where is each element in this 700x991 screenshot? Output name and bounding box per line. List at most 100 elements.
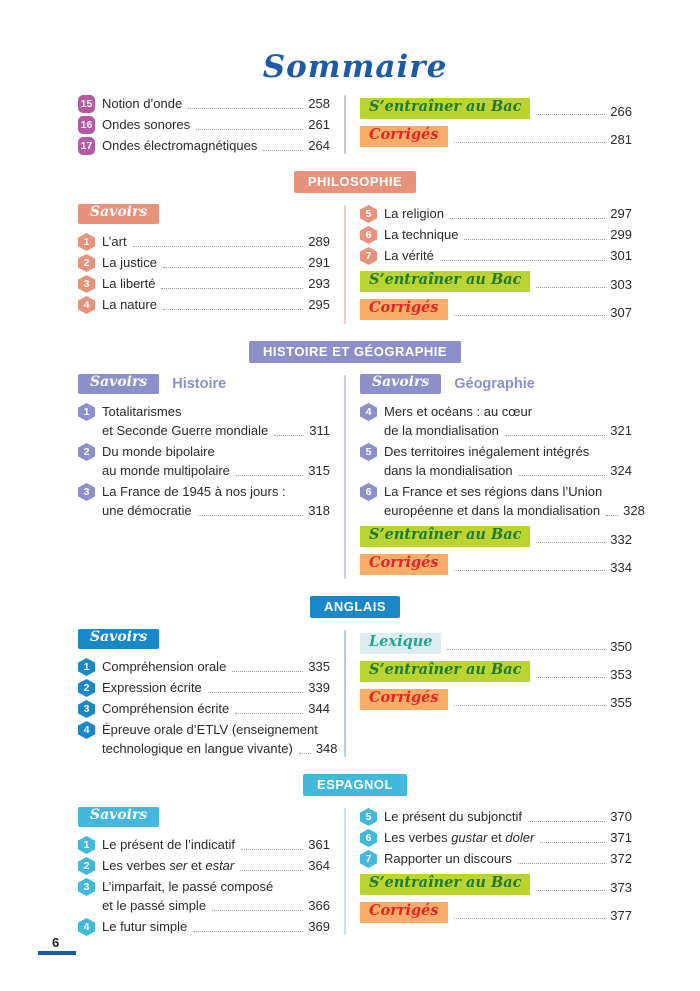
toc-entry-line: technologique en langue vivante) 348 <box>102 739 338 758</box>
toc-entry-body: Expression écrite 339 <box>102 678 330 697</box>
chapter-number-badge: 7 <box>360 850 377 868</box>
column-left: Savoirs Histoire 1 Totalitarismes et Seconde… <box>78 372 330 582</box>
toc-entry-text: Expression écrite <box>102 680 202 695</box>
toc-entry-line: Épreuve orale d’ETLV (enseignement <box>102 720 330 739</box>
toc-entry: 2 Du monde bipolaire au monde multipolaire… <box>78 442 330 480</box>
savoirs-row: Savoirs Histoire <box>78 374 330 394</box>
toc-entry-body: La France de 1945 à nos jours : une démoc… <box>102 482 330 520</box>
toc-entry-line: Totalitarismes <box>102 402 330 421</box>
toc-entry-line: une démocratie 318 <box>102 501 330 520</box>
page-number: 364 <box>308 858 330 873</box>
dotted-leader <box>518 475 606 476</box>
toc-entry-text: Le futur simple <box>102 919 188 934</box>
toc-entry-line: La vérité 301 <box>384 246 632 265</box>
column-left: Savoirs 1 Le présent de l’indicatif 361 2 Les… <box>78 805 330 938</box>
column-left: Savoirs 1 L’art 289 2 La justice 291 3 La libert… <box>78 202 330 327</box>
toc-entry-corriges: Corrigés 377 <box>360 902 632 923</box>
bac-badge: S’entraîner au Bac <box>360 661 531 682</box>
toc-entry: 15 Notion d’onde 258 <box>78 94 330 113</box>
dotted-leader <box>517 863 606 864</box>
toc-entry-text: Les verbes gustar et doler <box>384 830 535 845</box>
section-header: ESPAGNOL <box>78 774 632 796</box>
toc-entry: 7 La vérité 301 <box>360 246 632 265</box>
toc-entry-line: La technique 299 <box>384 225 632 244</box>
toc-entry-line: Rapporter un discours 372 <box>384 849 632 868</box>
toc-entry-line: Des territoires inégalement intégrés <box>384 442 632 461</box>
page-number: 335 <box>308 659 330 674</box>
toc-entry: 5 Des territoires inégalement intégrés dan… <box>360 442 632 480</box>
dotted-leader <box>450 218 606 219</box>
bac-badge: S’entraîner au Bac <box>360 98 531 119</box>
column-right: 5 La religion 297 6 La technique 299 7 La vérit… <box>360 202 632 327</box>
toc-entry: 4 La nature 295 <box>78 295 330 314</box>
toc-entry-body: La liberté 293 <box>102 274 330 293</box>
toc-content: Sommaire 15 Notion d’onde 258 16 Ondes sonor… <box>78 49 645 938</box>
toc-entry-body: Totalitarismes et Seconde Guerre mondiale… <box>102 402 330 440</box>
page-number: 353 <box>610 667 632 682</box>
toc-entry: 4 Le futur simple 369 <box>78 917 330 936</box>
page-number: 303 <box>610 277 632 292</box>
toc-entry-line: Expression écrite 339 <box>102 678 330 697</box>
page-number: 295 <box>308 297 330 312</box>
chapter-number-badge: 3 <box>78 878 95 896</box>
page-number: 373 <box>610 880 632 895</box>
page-number: 299 <box>610 227 632 242</box>
toc-entry-text: La liberté <box>102 276 156 291</box>
chapter-number-badge: 5 <box>360 443 377 461</box>
subject-label: Géographie <box>454 376 535 392</box>
toc-entry-line: La religion 297 <box>384 204 632 223</box>
toc-entry-text: Les verbes ser et estar <box>102 858 235 873</box>
toc-entry-text: Ondes électromagnétiques <box>102 138 258 153</box>
bac-badge: S’entraîner au Bac <box>360 874 531 895</box>
dotted-leader <box>235 475 304 476</box>
savoirs-badge: Savoirs <box>78 629 160 649</box>
toc-entry-text: de la mondialisation <box>384 423 499 438</box>
dotted-leader <box>197 515 304 516</box>
chapter-number-badge: 2 <box>78 679 95 697</box>
toc-entry-line: La France de 1945 à nos jours : <box>102 482 330 501</box>
section-title-badge: PHILOSOPHIE <box>293 171 417 193</box>
toc-entry-text: Le présent de l’indicatif <box>102 837 235 852</box>
dotted-leader <box>212 910 304 911</box>
toc-entry-line: Mers et océans : au cœur <box>384 402 632 421</box>
page-number: 307 <box>610 305 632 320</box>
savoirs-row: Savoirs <box>78 204 330 224</box>
toc-entry: 4 Épreuve orale d’ETLV (enseignement techn… <box>78 720 338 758</box>
page-number: 301 <box>610 248 632 263</box>
page-number: 289 <box>308 234 330 249</box>
savoirs-row: Savoirs <box>78 629 330 649</box>
corriges-badge: Corrigés <box>360 554 448 575</box>
toc-entry-body: Le présent de l’indicatif 361 <box>102 835 330 854</box>
column-divider <box>344 375 346 579</box>
page-number: 266 <box>610 104 632 119</box>
toc-entry-line: La justice 291 <box>102 253 330 272</box>
toc-entry: 16 Ondes sonores 261 <box>78 115 330 134</box>
chapter-number-badge: 3 <box>78 483 95 501</box>
chapter-number-badge: 1 <box>78 836 95 854</box>
toc-entry-body: Le futur simple 369 <box>102 917 330 936</box>
page-number: 328 <box>623 503 645 518</box>
toc-entry-line: Compréhension orale 335 <box>102 657 330 676</box>
toc-entry-text: L’imparfait, le passé composé <box>102 879 274 894</box>
toc-entry-line: L’art 289 <box>102 232 330 251</box>
dotted-leader <box>263 150 304 151</box>
page-number: 366 <box>308 898 330 913</box>
toc-entry-corriges: Corrigés 307 <box>360 299 632 320</box>
dotted-leader <box>193 931 304 932</box>
toc-entry-line: européenne et dans la mondialisation 328 <box>384 501 645 520</box>
dotted-leader <box>274 435 305 436</box>
toc-entry: 3 L’imparfait, le passé composé et le pass… <box>78 877 330 915</box>
toc-entry-body: Épreuve orale d’ETLV (enseignement techno… <box>102 720 338 758</box>
toc-entry-text: La justice <box>102 255 157 270</box>
page-number: 350 <box>610 639 632 654</box>
chapter-number-badge: 3 <box>78 700 95 718</box>
section-title-badge: HISTOIRE ET GÉOGRAPHIE <box>248 341 462 363</box>
toc-entry: 1 Le présent de l’indicatif 361 <box>78 835 330 854</box>
chapter-number-badge: 5 <box>360 808 377 826</box>
dotted-leader <box>232 671 304 672</box>
dotted-leader <box>298 753 311 754</box>
toc-entry: 3 Compréhension écrite 344 <box>78 699 330 718</box>
bac-badge: S’entraîner au Bac <box>360 271 531 292</box>
toc-entry-body: Ondes électromagnétiques 264 <box>102 136 330 155</box>
